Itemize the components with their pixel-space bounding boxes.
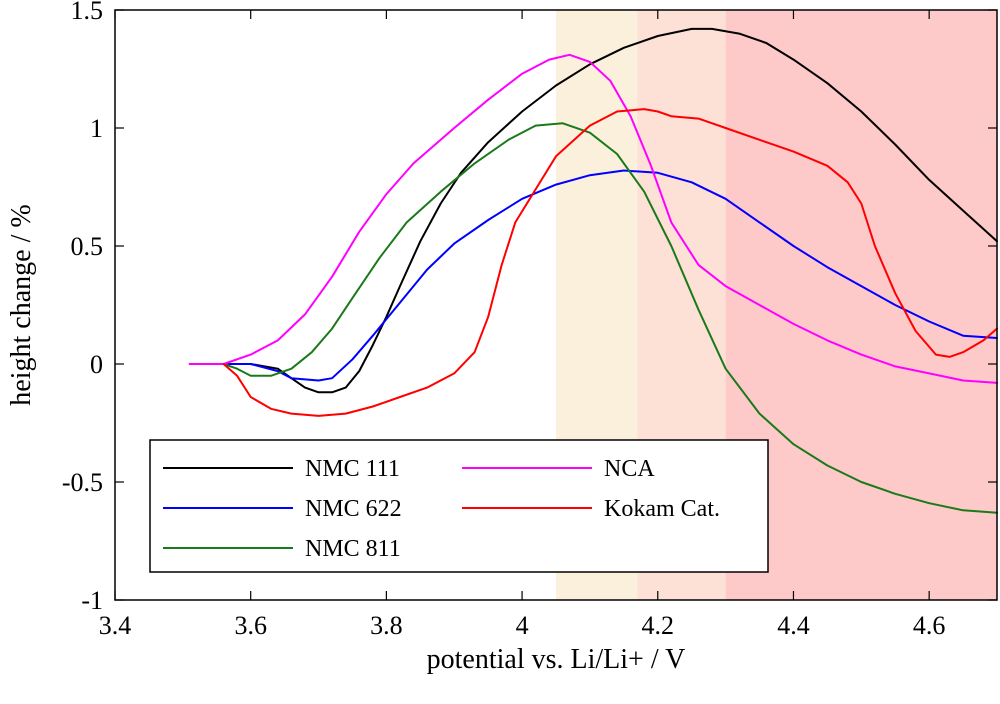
series-lines <box>188 27 998 514</box>
y-axis-title: height change / % <box>6 204 37 405</box>
x-tick-label: 3.8 <box>370 611 403 640</box>
legend-item: Kokam Cat. <box>462 496 720 522</box>
legend-label: NMC 622 <box>305 496 402 522</box>
legend-item: NMC 622 <box>163 496 402 522</box>
x-tick-label: 4.6 <box>913 611 946 640</box>
series-line-nmc-622 <box>222 169 998 382</box>
y-tick-label: 0.5 <box>71 232 104 261</box>
series-line-nmc-811 <box>222 122 998 514</box>
x-tick-label: 3.6 <box>234 611 267 640</box>
legend-label: NCA <box>604 456 655 482</box>
y-tick-label: 0 <box>90 350 103 379</box>
series-line-nca <box>188 53 998 384</box>
x-tick-label: 4.4 <box>777 611 810 640</box>
legend-label: NMC 811 <box>305 536 401 562</box>
x-tick-label: 4 <box>516 611 529 640</box>
legend: NMC 111 NMC 622 NMC 811 NCA Kokam Cat. <box>149 439 769 573</box>
x-tick-label: 3.4 <box>99 611 132 640</box>
series-line-kokam-cat <box>222 108 998 417</box>
axis-ticks: 3.4 3.6 3.8 4 4.2 4.4 4.6 -1 -0.5 0 0.5 1 1.5 <box>62 0 997 640</box>
legend-label: Kokam Cat. <box>604 496 720 522</box>
legend-label: NMC 111 <box>305 456 400 482</box>
y-tick-label: -1 <box>81 586 103 615</box>
legend-item: NMC 111 <box>163 456 400 482</box>
y-tick-label: 1 <box>90 114 103 143</box>
x-tick-label: 4.2 <box>642 611 675 640</box>
legend-item: NCA <box>462 456 655 482</box>
plot-frame <box>114 9 998 601</box>
legend-box <box>149 439 769 573</box>
x-axis-title: potential vs. Li/Li+ / V <box>427 644 686 675</box>
legend-item: NMC 811 <box>163 536 401 562</box>
y-tick-label: 1.5 <box>71 0 104 25</box>
series-line-nmc-111 <box>222 27 998 394</box>
y-tick-label: -0.5 <box>62 468 103 497</box>
highlight-bands <box>556 10 997 600</box>
highlight-band-3 <box>725 10 997 600</box>
